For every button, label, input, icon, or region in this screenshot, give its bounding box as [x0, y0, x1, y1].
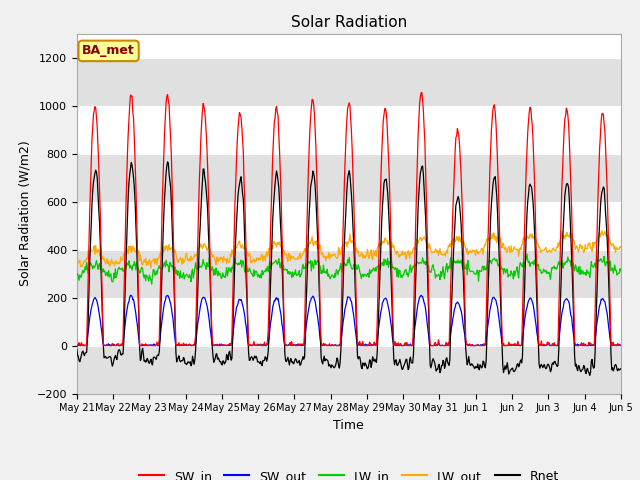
LW_out — [223, 255, 231, 261]
LW_out — [195, 245, 202, 251]
Rnet — [195, 262, 202, 267]
Text: BA_met: BA_met — [82, 44, 135, 58]
LW_in — [195, 259, 202, 265]
SW_in — [617, 343, 625, 348]
SW_out — [417, 292, 425, 298]
Rnet — [617, 366, 625, 372]
LW_out — [73, 264, 81, 270]
SW_out — [617, 342, 625, 348]
LW_out — [617, 245, 625, 251]
SW_in — [433, 343, 440, 348]
SW_out — [433, 342, 440, 348]
SW_in — [418, 90, 426, 96]
LW_in — [523, 251, 531, 257]
Rnet — [431, 364, 439, 370]
Line: LW_out: LW_out — [77, 230, 621, 268]
Bar — [77, 58, 621, 106]
LW_out — [598, 228, 605, 233]
SW_in — [84, 310, 92, 316]
LW_out — [139, 262, 147, 268]
SW_out — [74, 343, 81, 348]
SW_out — [416, 295, 424, 300]
Bar — [77, 154, 621, 202]
LW_in — [139, 266, 147, 272]
Line: LW_in: LW_in — [77, 254, 621, 284]
SW_out — [223, 343, 231, 348]
Rnet — [223, 354, 231, 360]
Line: SW_in: SW_in — [77, 93, 621, 346]
SW_in — [140, 343, 147, 348]
Y-axis label: Solar Radiation (W/m2): Solar Radiation (W/m2) — [18, 141, 31, 287]
LW_in — [431, 275, 439, 281]
LW_in — [73, 272, 81, 278]
Bar — [77, 250, 621, 298]
LW_out — [416, 237, 424, 242]
Rnet — [83, 349, 90, 355]
Rnet — [73, 347, 81, 352]
SW_in — [223, 343, 231, 348]
LW_in — [416, 260, 424, 265]
LW_out — [431, 246, 439, 252]
Line: SW_out: SW_out — [77, 295, 621, 346]
Bar — [77, 346, 621, 394]
X-axis label: Time: Time — [333, 419, 364, 432]
SW_out — [140, 342, 147, 348]
Rnet — [164, 159, 172, 165]
LW_in — [83, 260, 90, 265]
Legend: SW_in, SW_out, LW_in, LW_out, Rnet: SW_in, SW_out, LW_in, LW_out, Rnet — [134, 465, 564, 480]
SW_out — [73, 342, 81, 348]
LW_in — [148, 281, 156, 287]
LW_in — [223, 273, 231, 279]
SW_in — [73, 342, 81, 348]
Title: Solar Radiation: Solar Radiation — [291, 15, 407, 30]
Rnet — [139, 346, 147, 351]
SW_in — [416, 102, 424, 108]
LW_out — [147, 265, 155, 271]
Rnet — [416, 180, 424, 186]
SW_in — [195, 204, 202, 210]
LW_in — [617, 268, 625, 274]
Line: Rnet: Rnet — [77, 162, 621, 375]
SW_out — [84, 336, 92, 341]
SW_in — [74, 343, 81, 348]
LW_out — [83, 255, 90, 261]
Rnet — [586, 372, 594, 378]
SW_out — [195, 315, 202, 321]
